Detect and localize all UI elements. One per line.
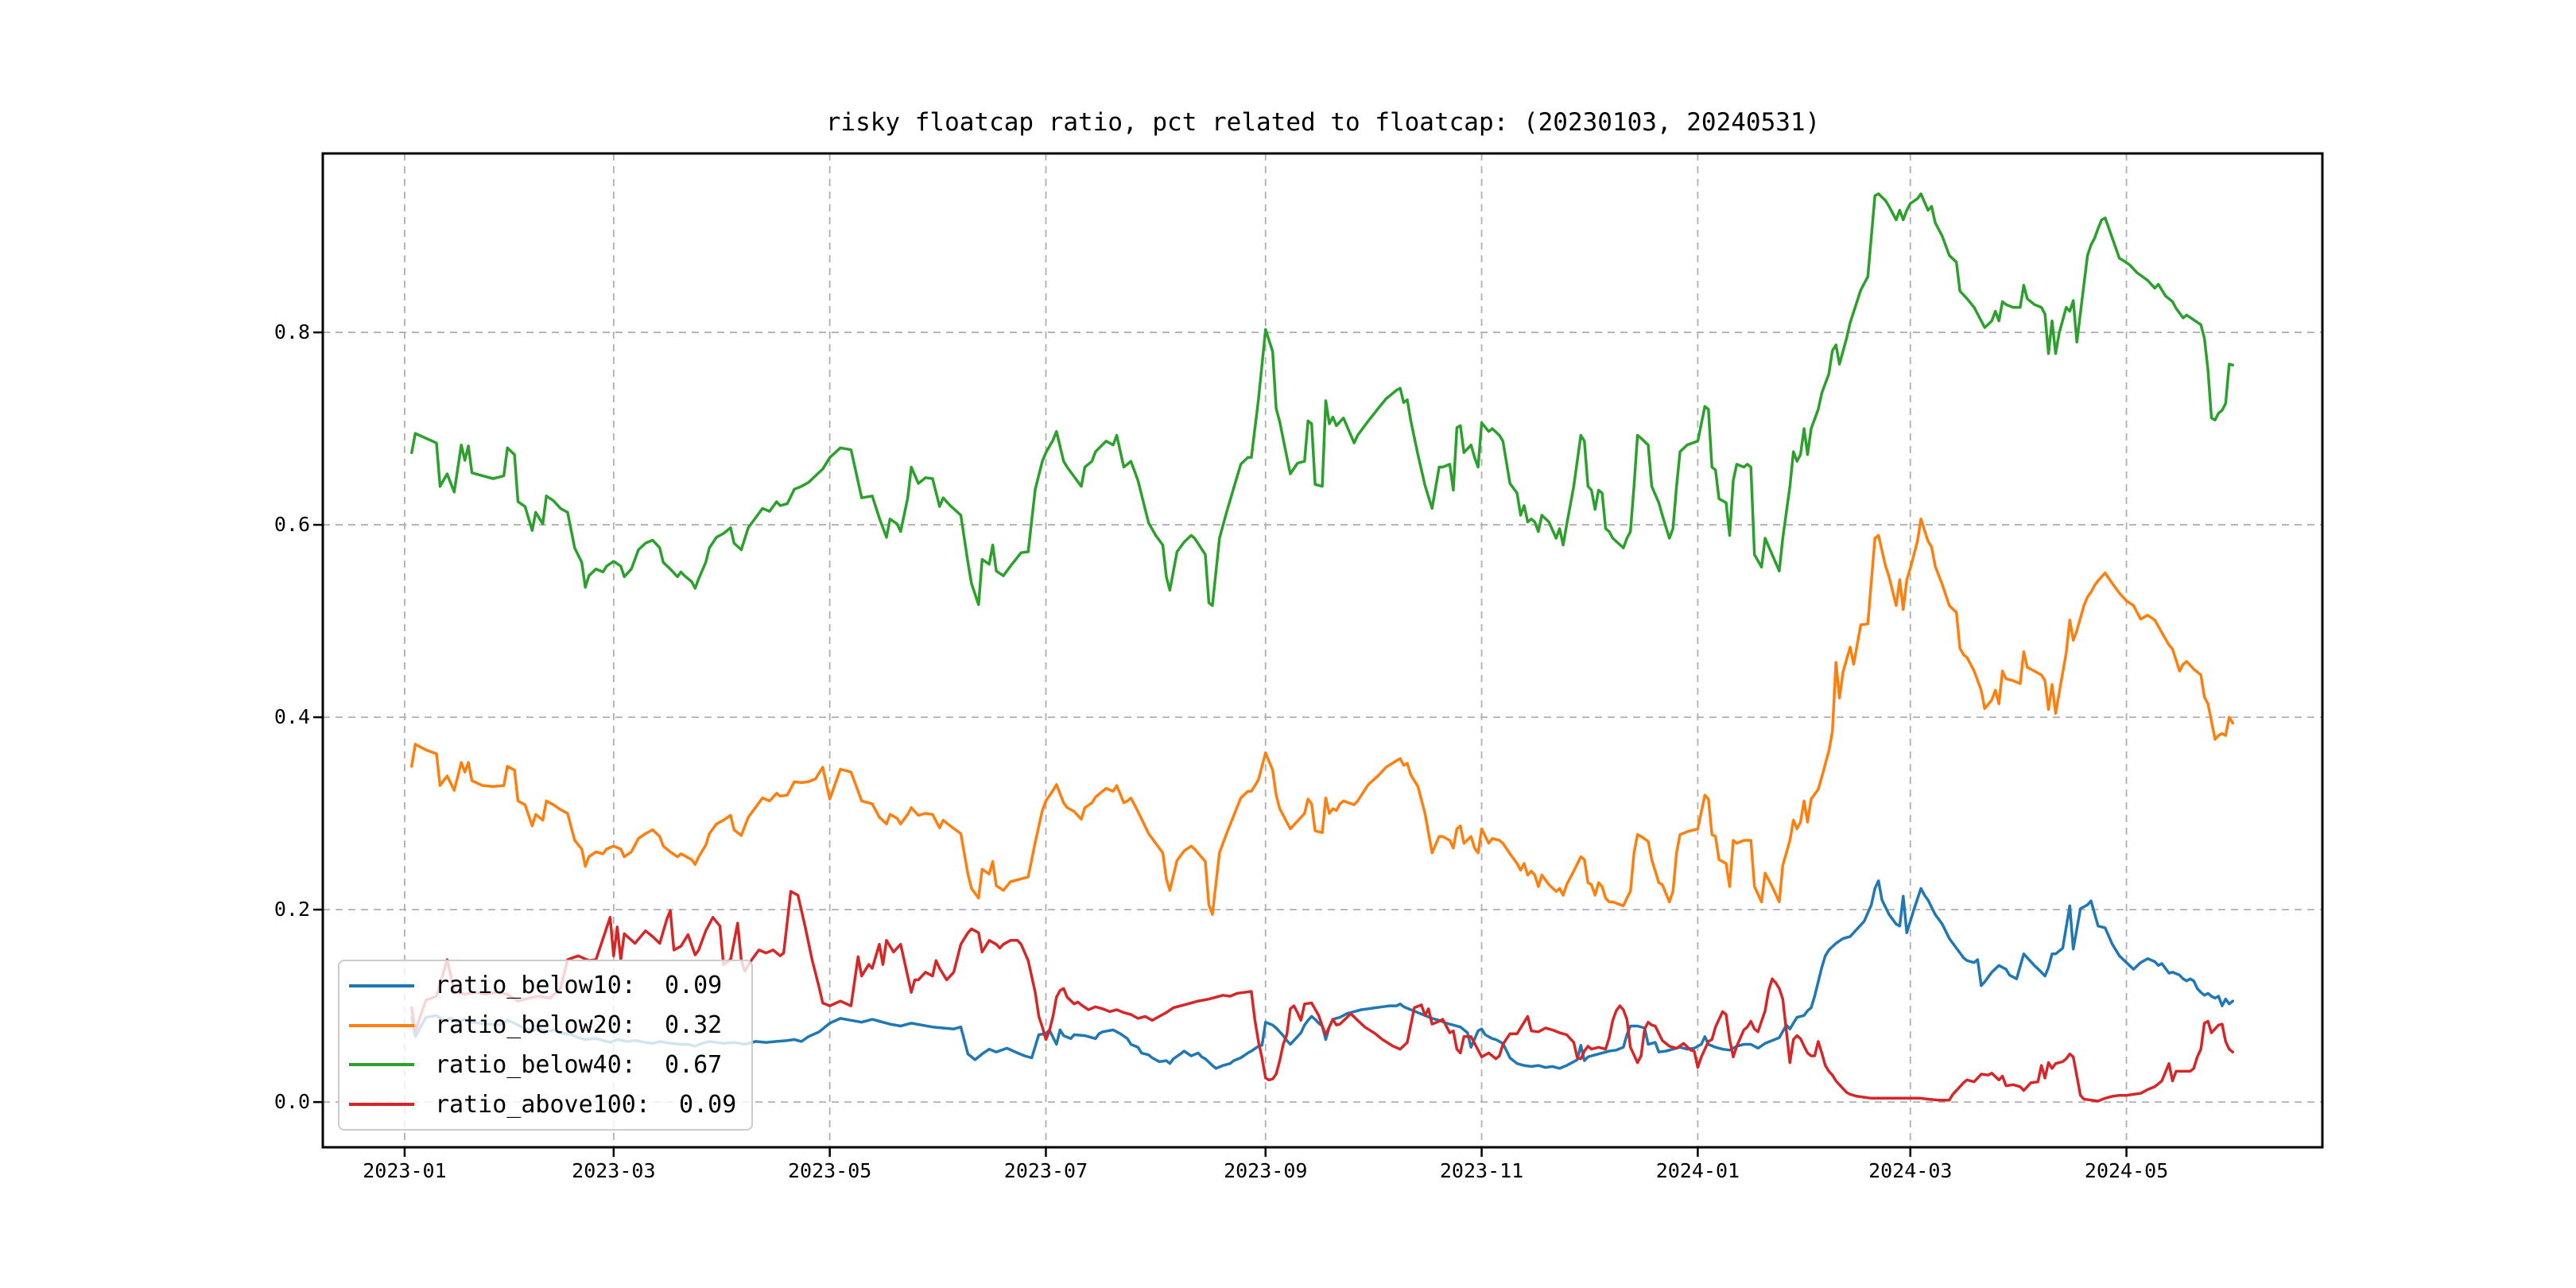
legend-label: ratio_above100: 0.09: [435, 1090, 737, 1119]
legend-label: ratio_below20: 0.32: [435, 1011, 723, 1040]
x-tick-label: 2024-01: [1655, 1159, 1740, 1182]
legend-row: ratio_below20: 0.32: [339, 1006, 751, 1046]
legend-line-swatch: [349, 1103, 414, 1107]
x-tick-label: 2024-03: [1868, 1159, 1953, 1182]
x-tick-label: 2023-05: [787, 1159, 872, 1182]
legend-row: ratio_below40: 0.67: [339, 1046, 751, 1085]
y-tick-label: 0.0: [274, 1090, 310, 1114]
legend-line-swatch: [349, 1023, 414, 1027]
legend-row: ratio_above100: 0.09: [339, 1084, 751, 1124]
y-tick-label: 0.4: [274, 705, 310, 729]
y-tick-label: 0.8: [274, 320, 310, 344]
series-line-ratio_below40: [410, 192, 2235, 607]
chart-title: risky floatcap ratio, pct related to flo…: [825, 108, 1821, 137]
x-tick-label: 2023-07: [1003, 1159, 1088, 1182]
x-tick-label: 2023-01: [363, 1159, 447, 1182]
legend-row: ratio_below10: 0.09: [339, 966, 751, 1006]
y-tick-label: 0.6: [274, 513, 310, 537]
series-line-ratio_above100: [410, 890, 2235, 1103]
x-tick-label: 2023-09: [1224, 1159, 1308, 1182]
legend-line-swatch: [349, 983, 414, 987]
x-tick-label: 2023-03: [572, 1159, 656, 1182]
series-line-ratio_below20: [410, 518, 2235, 916]
y-tick-label: 0.2: [274, 898, 310, 921]
plot-border: [321, 152, 2324, 1149]
legend-label: ratio_below40: 0.67: [435, 1050, 723, 1079]
legend: ratio_below10: 0.09 ratio_below20: 0.32 ra…: [338, 960, 753, 1131]
x-tick-label: 2024-05: [2084, 1159, 2169, 1182]
legend-line-swatch: [349, 1063, 414, 1067]
legend-label: ratio_below10: 0.09: [435, 972, 723, 1000]
x-tick-label: 2023-11: [1439, 1159, 1524, 1182]
